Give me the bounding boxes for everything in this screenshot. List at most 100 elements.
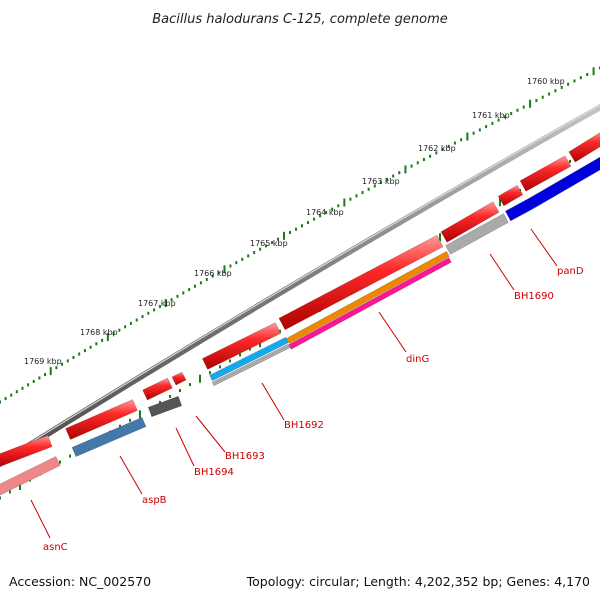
leader-line — [30, 499, 51, 539]
kbp-tick — [101, 338, 104, 342]
gene-label-aspb[interactable]: aspB — [142, 495, 167, 506]
kbp-tick — [295, 227, 298, 231]
kbp-label: 1769 kbp — [24, 357, 62, 366]
inner-tick — [569, 159, 571, 163]
kbp-label: 1761 kbp — [472, 111, 510, 120]
gene-label-pand[interactable]: panD — [557, 266, 584, 277]
kbp-tick — [72, 355, 75, 359]
topology-text: Topology: circular; Length: 4,202,352 bp… — [246, 574, 590, 589]
kbp-tick — [147, 311, 150, 315]
feature-red-segment[interactable] — [440, 201, 500, 243]
kbp-tick — [447, 144, 450, 148]
feature-red-segment[interactable] — [171, 371, 187, 386]
kbp-tick — [153, 308, 156, 312]
feature-bh1692[interactable] — [209, 336, 289, 382]
kbp-label: 1765 kbp — [250, 239, 288, 248]
feature-red-segment[interactable] — [497, 184, 524, 207]
kbp-tick — [78, 352, 81, 356]
feature-track — [0, 131, 600, 497]
kbp-tick — [478, 128, 481, 132]
feature-ding-lower[interactable] — [288, 257, 452, 350]
feature-red-segment[interactable] — [65, 399, 138, 440]
kbp-tick — [21, 386, 24, 390]
inner-tick — [239, 353, 241, 357]
kbp-tick — [277, 237, 280, 241]
kbp-tick — [27, 383, 30, 387]
kbp-label: 1764 kbp — [306, 208, 344, 217]
feature-asnc[interactable] — [0, 456, 61, 497]
feature-ding[interactable] — [286, 250, 450, 345]
kbp-tick — [343, 198, 346, 207]
kbp-tick — [211, 274, 214, 278]
feature-red-segment[interactable] — [519, 155, 572, 192]
kbp-tick — [164, 299, 167, 308]
kbp-tick — [199, 281, 202, 285]
feature-pand-extension[interactable] — [528, 155, 600, 209]
map-title: Bacillus halodurans C-125, complete geno… — [152, 12, 448, 27]
gene-label-bh1693[interactable]: BH1693 — [225, 451, 265, 462]
kbp-tick — [301, 224, 304, 228]
kbp-tick — [55, 366, 58, 370]
feature-red-segment[interactable] — [0, 435, 53, 467]
kbp-tick — [10, 393, 13, 397]
kbp-tick — [529, 99, 532, 108]
gene-label-bh1690[interactable]: BH1690 — [514, 291, 554, 302]
kbp-tick — [355, 194, 358, 198]
inner-tick — [19, 482, 21, 491]
kbp-tick — [223, 265, 226, 274]
inner-tick — [0, 496, 1, 500]
feature-red-segment[interactable] — [201, 322, 282, 370]
kbp-tick — [416, 161, 419, 165]
kbp-tick — [386, 177, 389, 181]
gene-label-bh1694[interactable]: BH1694 — [194, 467, 234, 478]
kbp-tick — [176, 294, 179, 298]
backbone-ring — [0, 103, 600, 468]
feature-bh1692-lower[interactable] — [211, 343, 291, 387]
kbp-tick — [460, 138, 463, 142]
kbp-tick — [435, 151, 438, 155]
kbp-tick — [554, 89, 557, 93]
kbp-tick — [283, 231, 286, 240]
inner-tick — [249, 347, 251, 351]
feature-red-segment[interactable] — [278, 234, 444, 331]
kbp-label: 1762 kbp — [418, 144, 456, 153]
kbp-tick — [241, 257, 244, 261]
inner-tick — [219, 365, 221, 369]
kbp-tick — [15, 390, 18, 394]
kbp-tick — [361, 191, 364, 195]
feature-aspb[interactable] — [71, 417, 147, 457]
feature-bh1690[interactable] — [445, 213, 509, 255]
kbp-tick — [170, 298, 173, 302]
kbp-tick — [522, 105, 525, 109]
kbp-tick — [38, 376, 41, 380]
feature-bh1694[interactable] — [147, 395, 183, 418]
kbp-label: 1767 kbp — [138, 299, 176, 308]
kbp-tick — [32, 379, 35, 383]
feature-red-segment[interactable] — [568, 131, 600, 163]
gene-label-bh1692[interactable]: BH1692 — [284, 420, 324, 431]
leader-line — [195, 415, 226, 453]
kbp-label: 1760 kbp — [527, 77, 565, 86]
inner-tick — [69, 454, 71, 458]
kbp-tick — [44, 373, 47, 377]
leader-line — [119, 455, 143, 495]
gene-label-asnc[interactable]: asnC — [43, 542, 68, 553]
kbp-tick — [586, 72, 589, 76]
kbp-tick — [253, 251, 256, 255]
kbp-tick — [592, 67, 595, 76]
kbp-tick — [404, 165, 407, 174]
gene-label-ding[interactable]: dinG — [406, 354, 429, 365]
leader-line — [530, 228, 558, 267]
inner-tick — [209, 371, 211, 375]
inner-tick — [159, 400, 161, 404]
kbp-tick — [89, 345, 92, 349]
kbp-tick — [491, 121, 494, 125]
kbp-tick — [158, 304, 161, 308]
inner-tick — [169, 394, 171, 398]
feature-red-segment[interactable] — [142, 377, 173, 401]
backbone-highlight — [0, 104, 600, 463]
inner-tick — [499, 198, 501, 207]
inner-tick — [139, 410, 141, 419]
label-leaders — [30, 228, 558, 539]
